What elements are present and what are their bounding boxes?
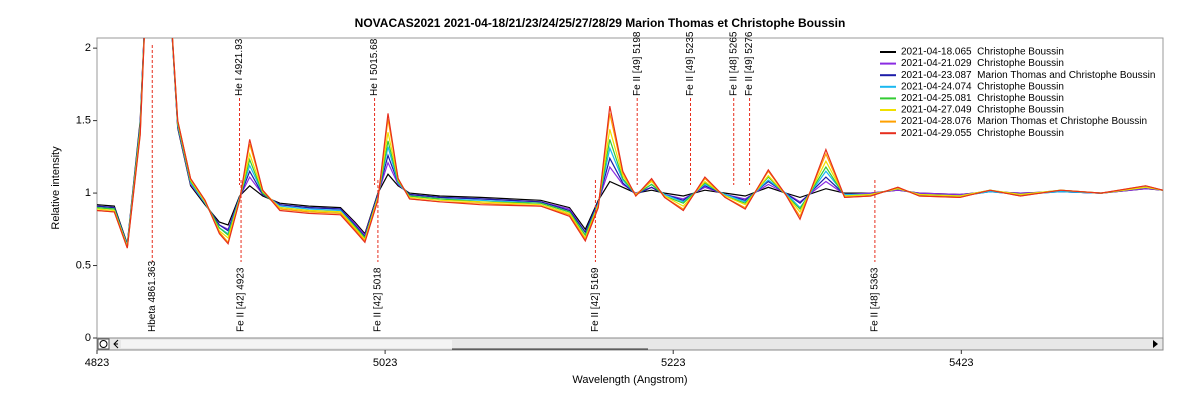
legend-label: 2021-04-21.029 Christophe Boussin bbox=[901, 58, 1064, 69]
legend-label: 2021-04-29.055 Christophe Boussin bbox=[901, 128, 1064, 139]
annotation-label: Fe II [49] 5276 bbox=[744, 31, 755, 96]
x-tick-label: 4823 bbox=[85, 357, 109, 369]
x-tick-label: 5223 bbox=[661, 357, 685, 369]
y-tick-label: 1 bbox=[85, 187, 91, 199]
scroll-left-arrow[interactable] bbox=[113, 339, 119, 349]
annotation-label: He I 5015.68 bbox=[369, 38, 380, 96]
legend-label: 2021-04-25.081 Christophe Boussin bbox=[901, 93, 1064, 104]
plot-area bbox=[97, 38, 1163, 249]
annotation-label: Hbeta 4861.363 bbox=[147, 260, 158, 332]
legend-label: 2021-04-18.065 Christophe Boussin bbox=[901, 47, 1064, 58]
y-axis-label: Relative intensity bbox=[50, 146, 62, 230]
scroll-region bbox=[121, 340, 452, 348]
x-tick-label: 5423 bbox=[949, 357, 973, 369]
y-tick-label: 1.5 bbox=[76, 115, 91, 127]
annotation-label: He I 4921.93 bbox=[234, 38, 245, 96]
annotation-label: Fe II [42] 5018 bbox=[373, 267, 384, 332]
annotation-label: Fe II [48] 5265 bbox=[728, 31, 739, 96]
annotation-label: Fe II [42] 4923 bbox=[236, 267, 247, 332]
zoom-reset-button[interactable] bbox=[97, 338, 110, 350]
scroll-right-arrow[interactable] bbox=[1153, 340, 1158, 348]
legend-label: 2021-04-23.087 Marion Thomas and Christo… bbox=[901, 70, 1155, 81]
legend-label: 2021-04-27.049 Christophe Boussin bbox=[901, 105, 1064, 116]
y-tick-label: 2 bbox=[85, 42, 91, 54]
legend-label: 2021-04-28.076 Marion Thomas et Christop… bbox=[901, 116, 1147, 127]
annotation-label: Fe II [48] 5363 bbox=[870, 267, 881, 332]
x-tick-label: 5023 bbox=[373, 357, 397, 369]
legend-label: 2021-04-24.074 Christophe Boussin bbox=[901, 81, 1064, 92]
annotation-label: Fe II [49] 5235 bbox=[685, 31, 696, 96]
zoom-icon bbox=[99, 340, 108, 348]
x-axis-label: Wavelength (Angstrom) bbox=[572, 374, 687, 386]
scrollbar[interactable] bbox=[96, 337, 1164, 351]
spectrum-line bbox=[97, 38, 1163, 249]
annotation-label: Fe II [42] 5169 bbox=[590, 267, 601, 332]
y-tick-label: 0 bbox=[85, 332, 91, 344]
y-tick-label: 0.5 bbox=[76, 259, 91, 271]
annotation-label: Fe II [49] 5198 bbox=[632, 31, 643, 96]
chart-title: NOVACAS2021 2021-04-18/21/23/24/25/27/28… bbox=[355, 16, 846, 30]
